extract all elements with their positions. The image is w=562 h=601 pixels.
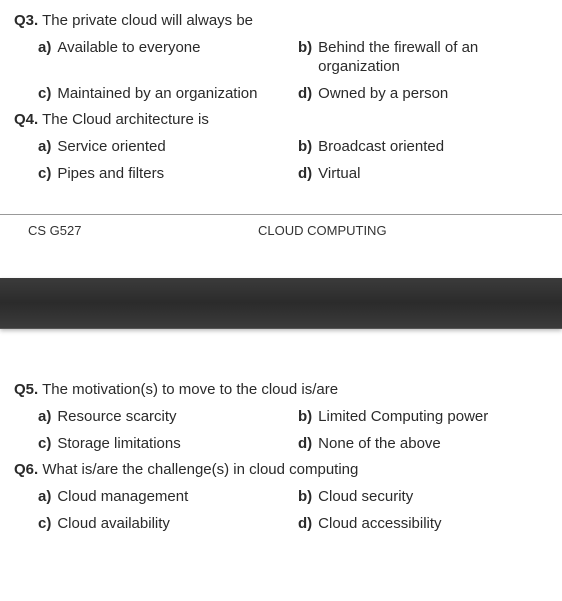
option-letter: d) <box>298 165 312 184</box>
option-text: Cloud accessibility <box>318 515 441 534</box>
question-3-text: The private cloud will always be <box>42 12 253 29</box>
option-3a: a) Available to everyone <box>38 39 288 77</box>
option-6d: d) Cloud accessibility <box>298 515 548 534</box>
question-4-line: Q4. The Cloud architecture is <box>14 111 548 128</box>
option-5c: c) Storage limitations <box>38 435 288 454</box>
option-letter: a) <box>38 138 51 157</box>
option-3b: b) Behind the firewall of an organizatio… <box>298 39 548 77</box>
question-4-text: The Cloud architecture is <box>42 111 209 128</box>
option-letter: b) <box>298 408 312 427</box>
option-text: Service oriented <box>57 138 165 157</box>
question-4: Q4. The Cloud architecture is a) Service… <box>14 111 548 184</box>
option-letter: b) <box>298 488 312 507</box>
option-text: Limited Computing power <box>318 408 488 427</box>
document-page: Q3. The private cloud will always be a) … <box>0 0 562 554</box>
option-4b: b) Broadcast oriented <box>298 138 548 157</box>
question-6-text: What is/are the challenge(s) in cloud co… <box>42 461 358 478</box>
option-5d: d) None of the above <box>298 435 548 454</box>
option-6b: b) Cloud security <box>298 488 548 507</box>
footer-row: CS G527 CLOUD COMPUTING <box>0 214 562 238</box>
option-text: Resource scarcity <box>57 408 176 427</box>
option-6a: a) Cloud management <box>38 488 288 507</box>
option-6c: c) Cloud availability <box>38 515 288 534</box>
option-text: Cloud management <box>57 488 188 507</box>
option-letter: a) <box>38 408 51 427</box>
question-3-line: Q3. The private cloud will always be <box>14 12 548 29</box>
option-text: Owned by a person <box>318 85 448 104</box>
option-text: Virtual <box>318 165 360 184</box>
option-text: Pipes and filters <box>57 165 164 184</box>
option-letter: c) <box>38 515 51 534</box>
option-3c: c) Maintained by an organization <box>38 85 288 104</box>
question-6-options: a) Cloud management b) Cloud security c)… <box>38 488 548 534</box>
question-6-number: Q6. <box>14 461 38 478</box>
option-letter: d) <box>298 85 312 104</box>
question-5-options: a) Resource scarcity b) Limited Computin… <box>38 408 548 454</box>
option-4d: d) Virtual <box>298 165 548 184</box>
question-3-options: a) Available to everyone b) Behind the f… <box>38 39 548 103</box>
option-letter: c) <box>38 435 51 454</box>
question-5: Q5. The motivation(s) to move to the clo… <box>14 381 548 454</box>
section-bottom: Q5. The motivation(s) to move to the clo… <box>0 369 562 554</box>
option-letter: c) <box>38 165 51 184</box>
option-text: None of the above <box>318 435 441 454</box>
option-text: Broadcast oriented <box>318 138 444 157</box>
question-6: Q6. What is/are the challenge(s) in clou… <box>14 461 548 534</box>
option-letter: b) <box>298 39 312 58</box>
option-4c: c) Pipes and filters <box>38 165 288 184</box>
question-5-text: The motivation(s) to move to the cloud i… <box>42 381 338 398</box>
option-5b: b) Limited Computing power <box>298 408 548 427</box>
option-text: Maintained by an organization <box>57 85 257 104</box>
course-code: CS G527 <box>28 223 118 238</box>
question-6-line: Q6. What is/are the challenge(s) in clou… <box>14 461 548 478</box>
question-5-number: Q5. <box>14 381 38 398</box>
question-3: Q3. The private cloud will always be a) … <box>14 12 548 103</box>
option-letter: a) <box>38 488 51 507</box>
question-3-number: Q3. <box>14 12 38 29</box>
question-4-number: Q4. <box>14 111 38 128</box>
option-3d: d) Owned by a person <box>298 85 548 104</box>
question-5-line: Q5. The motivation(s) to move to the clo… <box>14 381 548 398</box>
section-top: Q3. The private cloud will always be a) … <box>0 0 562 204</box>
option-letter: b) <box>298 138 312 157</box>
option-text: Storage limitations <box>57 435 180 454</box>
option-text: Cloud availability <box>57 515 170 534</box>
option-letter: d) <box>298 515 312 534</box>
option-letter: a) <box>38 39 51 58</box>
option-4a: a) Service oriented <box>38 138 288 157</box>
option-text: Available to everyone <box>57 39 200 58</box>
option-letter: d) <box>298 435 312 454</box>
question-4-options: a) Service oriented b) Broadcast oriente… <box>38 138 548 184</box>
separator-bar <box>0 278 562 329</box>
option-letter: c) <box>38 85 51 104</box>
option-text: Cloud security <box>318 488 413 507</box>
course-title: CLOUD COMPUTING <box>258 223 387 238</box>
option-5a: a) Resource scarcity <box>38 408 288 427</box>
option-text: Behind the firewall of an organization <box>318 39 548 77</box>
